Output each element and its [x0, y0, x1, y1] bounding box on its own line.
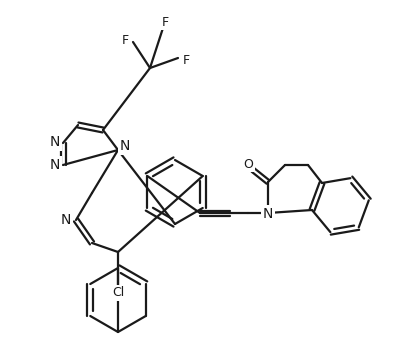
- Text: O: O: [243, 157, 253, 171]
- Text: F: F: [161, 16, 169, 28]
- Text: N: N: [50, 135, 60, 149]
- Text: Cl: Cl: [112, 287, 124, 299]
- Text: N: N: [50, 158, 60, 172]
- Text: N: N: [61, 213, 71, 227]
- Text: N: N: [120, 139, 130, 153]
- Text: N: N: [263, 207, 273, 221]
- Text: F: F: [183, 53, 190, 67]
- Text: F: F: [121, 33, 128, 47]
